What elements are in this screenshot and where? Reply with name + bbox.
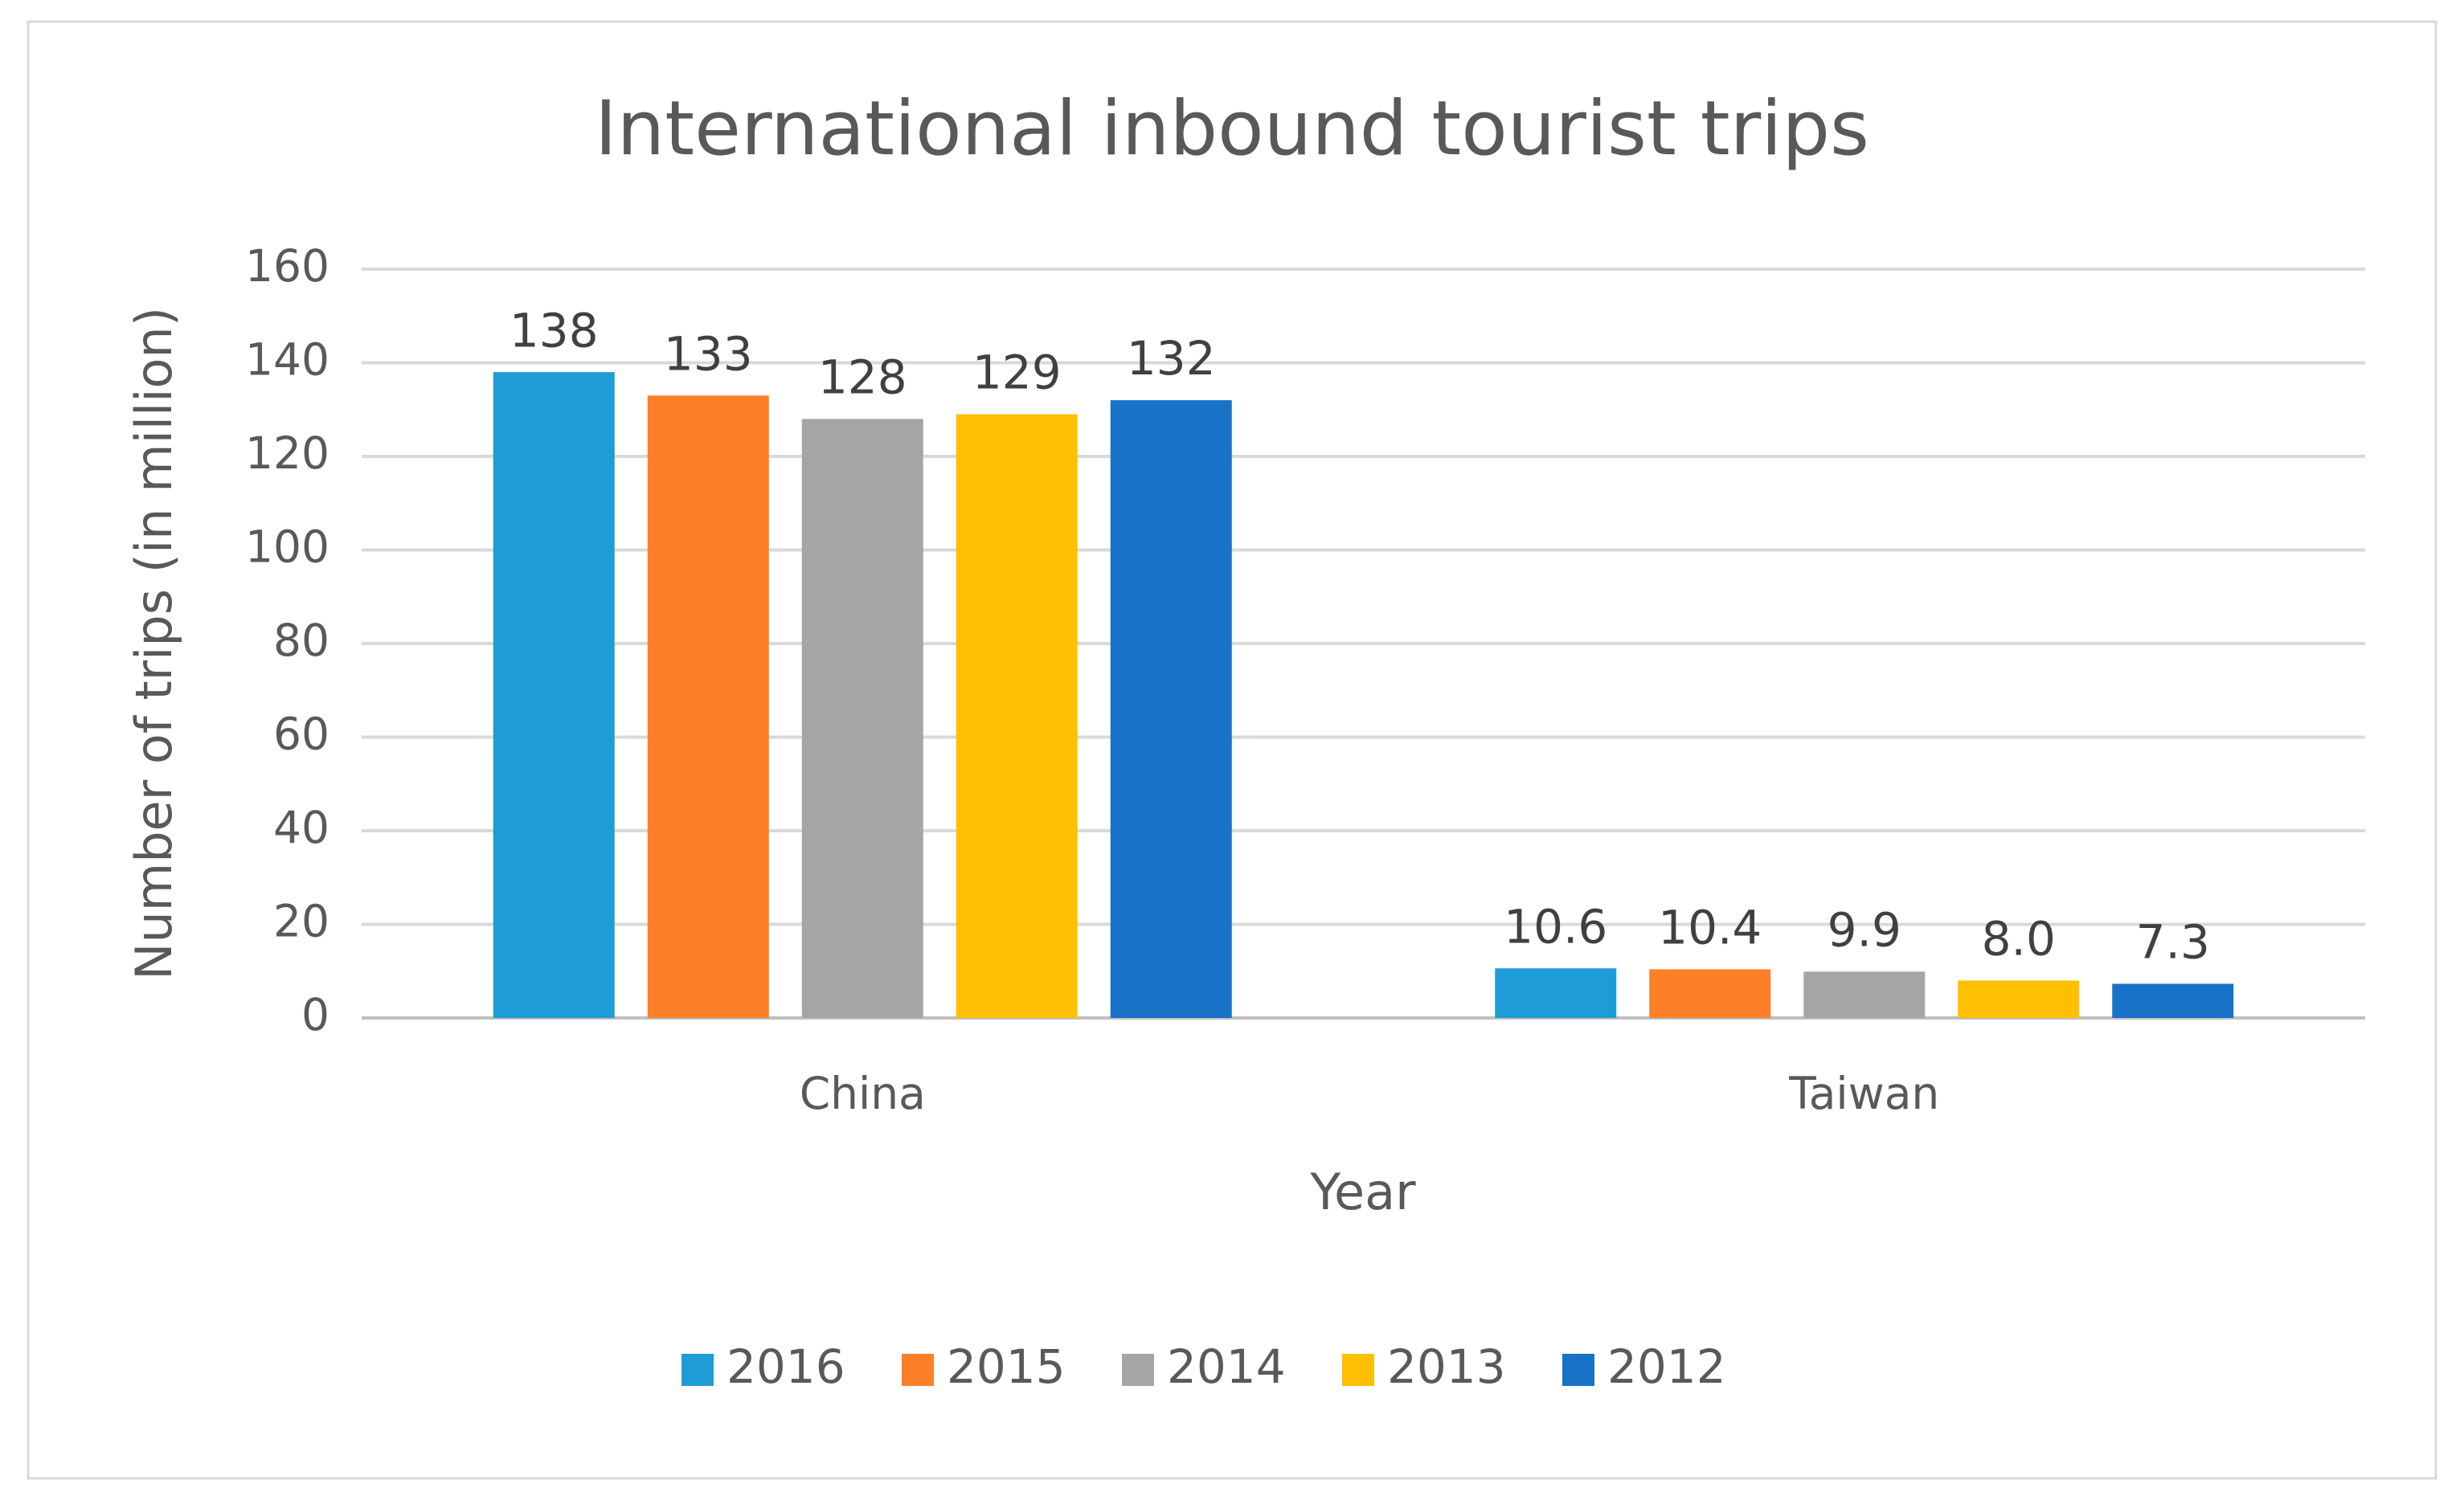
legend-swatch	[1562, 1354, 1594, 1386]
data-label: 138	[510, 303, 599, 358]
data-label: 128	[818, 350, 907, 405]
legend-label: 2014	[1167, 1339, 1286, 1394]
data-label: 132	[1127, 331, 1216, 386]
bar	[801, 419, 923, 1018]
bar	[956, 414, 1078, 1018]
x-tick-label: China	[800, 1068, 926, 1119]
data-label: 7.3	[2136, 915, 2210, 970]
x-axis-label: Year	[1309, 1163, 1416, 1221]
y-tick-label: 100	[245, 521, 329, 573]
y-tick-label: 140	[245, 334, 329, 386]
y-axis-label: Number of trips (in million)	[125, 307, 183, 980]
bar	[1803, 971, 1926, 1018]
chart-title: International inbound tourist trips	[595, 85, 1869, 173]
y-tick-label: 160	[245, 240, 329, 292]
bar	[1495, 968, 1617, 1018]
y-tick-label: 60	[273, 709, 329, 760]
chart-frame	[27, 20, 2437, 1480]
bar	[1649, 969, 1771, 1018]
legend-label: 2013	[1387, 1339, 1506, 1394]
bar	[1958, 980, 2080, 1018]
legend-swatch	[902, 1354, 934, 1386]
legend-label: 2016	[727, 1339, 845, 1394]
legend-swatch	[1342, 1354, 1374, 1386]
y-tick-label: 120	[245, 427, 329, 479]
bar	[2112, 983, 2234, 1018]
data-label: 8.0	[1982, 912, 2056, 967]
bar	[647, 395, 769, 1018]
y-tick-label: 80	[273, 615, 329, 666]
y-tick-label: 40	[273, 802, 329, 853]
bar	[1110, 400, 1232, 1019]
data-label: 10.4	[1658, 901, 1762, 955]
y-tick-label: 0	[301, 989, 329, 1040]
legend-label: 2012	[1607, 1339, 1726, 1394]
data-label: 9.9	[1828, 902, 1901, 957]
data-label: 133	[664, 326, 753, 381]
legend-label: 2015	[947, 1339, 1066, 1394]
legend-swatch	[681, 1354, 714, 1386]
legend-swatch	[1122, 1354, 1154, 1386]
data-label: 129	[972, 345, 1062, 400]
bar	[493, 372, 615, 1018]
x-tick-label: Taiwan	[1788, 1068, 1939, 1119]
data-label: 10.6	[1504, 899, 1607, 954]
y-tick-label: 20	[273, 896, 329, 947]
